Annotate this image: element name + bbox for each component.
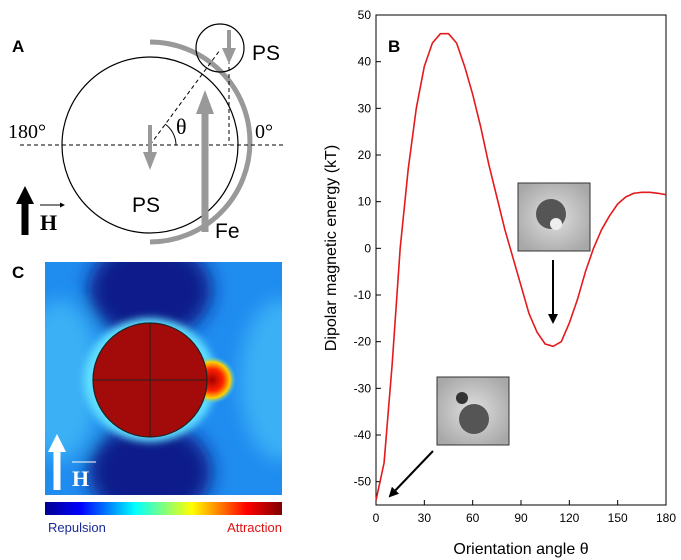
angle-arc <box>164 123 177 146</box>
y-tick-label: 50 <box>358 8 372 22</box>
field-label: H <box>72 466 89 491</box>
x-tick-label: 180 <box>656 511 676 525</box>
panel-label: C <box>12 263 24 282</box>
panel-b: B Dipolar magnetic energy (kT) Orientati… <box>323 8 676 558</box>
fe-shell <box>149 39 253 245</box>
y-tick-label: -20 <box>354 335 372 349</box>
y-tick-label: 10 <box>358 195 372 209</box>
colorbar-label: Repulsion <box>48 520 106 535</box>
y-tick-label: -50 <box>354 475 372 489</box>
y-tick-label: 30 <box>358 101 372 115</box>
inset-particle <box>459 404 489 434</box>
ps-small-particle <box>195 23 245 73</box>
y-tick-label: -10 <box>354 288 372 302</box>
ps-label: PS <box>132 194 160 217</box>
panel-label: B <box>388 37 400 56</box>
inset-particle <box>456 392 468 404</box>
y-tick-label: 40 <box>358 55 372 69</box>
theta-label: θ <box>176 114 187 139</box>
x-tick-label: 60 <box>466 511 480 525</box>
x-tick-label: 0 <box>373 511 380 525</box>
colorbar-label: Attraction <box>227 520 282 535</box>
x-tick-label: 90 <box>514 511 528 525</box>
panel-c: C H Repulsion Attraction <box>12 262 282 535</box>
x-tick-label: 120 <box>559 511 579 525</box>
y-tick-label: 20 <box>358 148 372 162</box>
inset-particle <box>550 218 562 230</box>
fe-label: Fe <box>215 220 240 243</box>
y-tick-label: 0 <box>364 241 371 255</box>
energy-curve <box>375 32 667 501</box>
y-tick-label: -40 <box>354 428 372 442</box>
field-arrow-head <box>48 434 66 452</box>
colorbar <box>45 502 282 515</box>
x-axis-label: Orientation angle θ <box>453 541 588 558</box>
annotation-arrow <box>388 450 434 498</box>
x-tick-label: 30 <box>418 511 432 525</box>
y-tick-label: -30 <box>354 381 372 395</box>
field-arrow-head <box>16 186 34 204</box>
angle-label: 180° <box>8 121 46 143</box>
panel-label: A <box>12 37 24 56</box>
field-label: H <box>40 210 57 235</box>
panel-a: A 180° 0° θ PS PS Fe H <box>8 23 285 245</box>
x-tick-label: 150 <box>608 511 628 525</box>
ps-label: PS <box>252 42 280 65</box>
moment-arrows <box>143 30 236 232</box>
y-axis-label: Dipolar magnetic energy (kT) <box>323 145 340 351</box>
angle-label: 0° <box>255 121 273 143</box>
radius-dashed <box>149 49 221 146</box>
